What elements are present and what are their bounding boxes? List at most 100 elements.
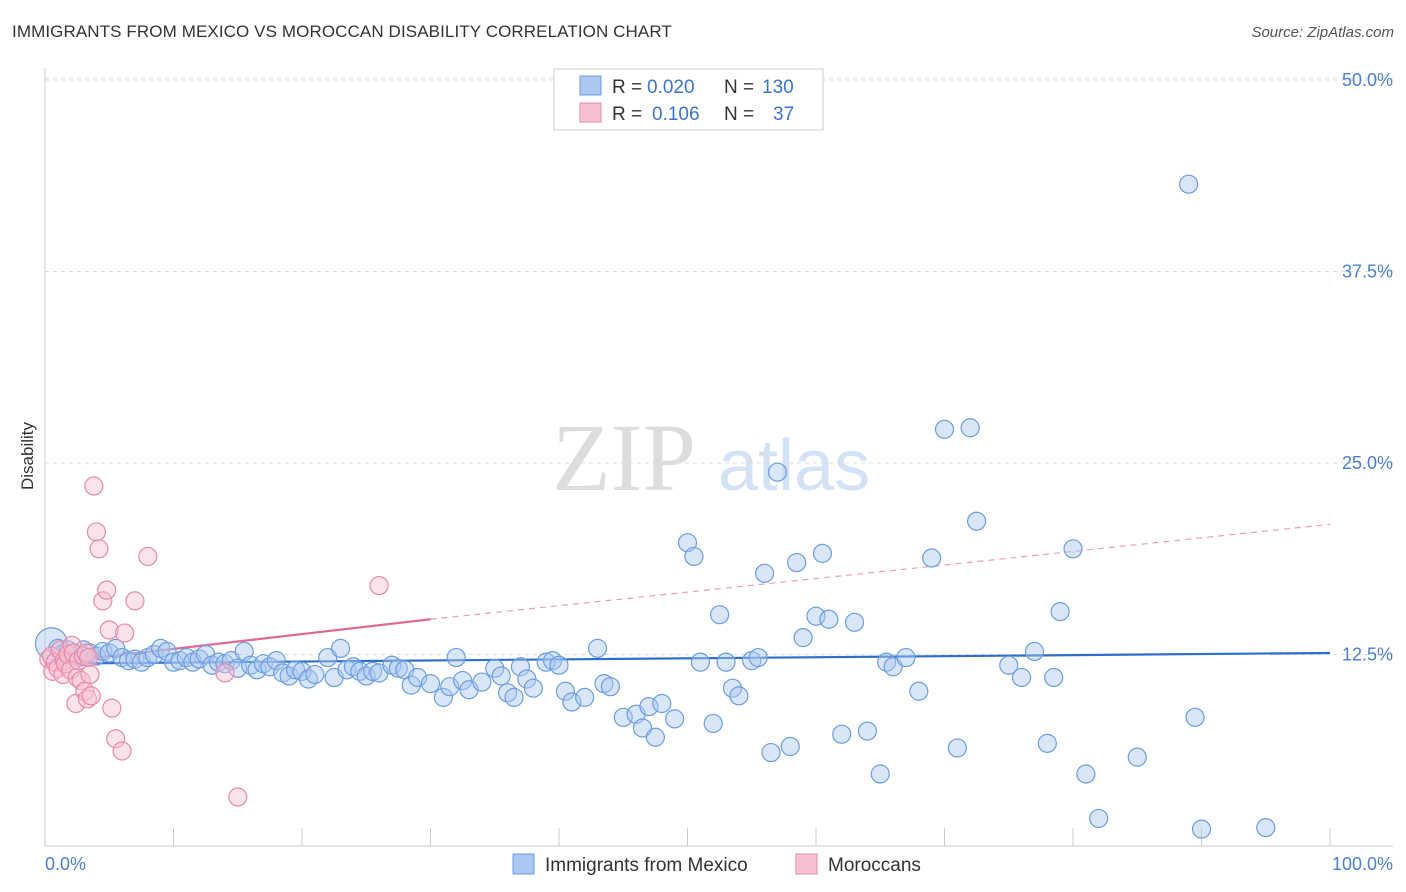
- point-mexico: [812, 543, 833, 563]
- point-mexico: [1191, 819, 1212, 839]
- point-mexico: [754, 563, 775, 583]
- y-axis-title: Disability: [18, 421, 37, 490]
- point-mexico: [645, 727, 665, 747]
- legend-swatch-mexico: [579, 75, 602, 96]
- point-mexico: [305, 664, 325, 685]
- gridlines: [45, 77, 1393, 655]
- point-mexico: [266, 651, 286, 671]
- point-mexico: [587, 638, 608, 658]
- point-mexico: [690, 652, 710, 672]
- point-mexico: [832, 724, 852, 744]
- point-mexico: [433, 687, 453, 707]
- point-mexico: [780, 736, 800, 757]
- legend-box: R = 0.020 N = 130 R = 0.106 N = 37: [553, 68, 824, 131]
- bottom-legend-swatch-moroccans: [795, 853, 818, 875]
- point-moroccans: [99, 620, 119, 640]
- point-mexico: [388, 658, 408, 678]
- point-moroccans: [97, 580, 117, 600]
- point-mexico: [1185, 707, 1205, 727]
- point-moroccans: [112, 741, 132, 761]
- point-mexico: [562, 692, 582, 712]
- point-mexico: [703, 713, 723, 734]
- point-mexico: [722, 678, 743, 698]
- point-mexico: [710, 605, 730, 625]
- point-moroccans: [102, 698, 122, 718]
- point-mexico: [1127, 747, 1147, 767]
- point-mexico: [1024, 641, 1045, 662]
- y-tick-labels: 12.5% 25.0% 37.5% 50.0%: [1342, 70, 1393, 665]
- point-mexico: [600, 677, 621, 697]
- point-moroccans: [138, 546, 158, 567]
- y-tick-label-37.5: 37.5%: [1342, 262, 1393, 282]
- point-mexico: [684, 546, 704, 567]
- point-moroccans: [93, 591, 113, 611]
- trend-line-moroccans-extension: [430, 523, 1331, 620]
- point-mexico: [1050, 602, 1070, 622]
- point-mexico: [960, 418, 980, 438]
- legend-r-value-mexico: 0.020: [647, 77, 695, 98]
- watermark-zip: ZIP: [552, 404, 696, 511]
- point-mexico: [819, 609, 839, 629]
- scatter-points: [34, 174, 1276, 839]
- point-mexico: [1089, 808, 1109, 829]
- point-moroccans: [81, 686, 101, 706]
- point-mexico: [523, 678, 543, 698]
- point-mexico: [504, 687, 524, 707]
- point-mexico: [1044, 667, 1064, 688]
- point-moroccans: [79, 647, 99, 668]
- point-mexico: [665, 709, 685, 729]
- bottom-legend-label-mexico: Immigrants from Mexico: [545, 855, 748, 876]
- point-mexico: [446, 647, 466, 668]
- point-mexico: [1011, 667, 1032, 688]
- y-tick-label-50: 50.0%: [1342, 70, 1393, 90]
- x-axis-ticks: [44, 828, 1331, 846]
- legend-r-label-moroccans: R =: [612, 104, 642, 125]
- x-tick-label-max: 100.0%: [1332, 854, 1393, 874]
- point-mexico: [761, 742, 781, 763]
- point-mexico: [947, 738, 967, 758]
- point-mexico: [472, 672, 492, 692]
- point-mexico: [652, 693, 672, 714]
- point-mexico: [163, 652, 184, 672]
- point-mexico: [363, 661, 383, 681]
- point-mexico: [510, 657, 531, 677]
- legend-n-value-mexico: 130: [762, 77, 794, 98]
- point-mexico: [549, 655, 569, 675]
- point-mexico: [909, 681, 929, 701]
- legend-n-value-moroccans: 37: [773, 104, 794, 125]
- point-moroccans: [215, 663, 235, 683]
- chart-title: IMMIGRANTS FROM MEXICO VS MOROCCAN DISAB…: [12, 22, 672, 41]
- point-mexico: [870, 764, 890, 784]
- point-mexico: [1063, 539, 1083, 559]
- point-moroccans: [84, 476, 104, 496]
- point-moroccans: [86, 522, 107, 542]
- x-tick-label-min: 0.0%: [45, 854, 86, 874]
- point-mexico: [967, 511, 987, 531]
- source-note: Source: ZipAtlas.com: [1251, 24, 1394, 41]
- bottom-legend: Immigrants from Mexico Moroccans: [512, 853, 921, 876]
- y-tick-label-12.5: 12.5%: [1342, 645, 1393, 665]
- legend-r-label-mexico: R =: [612, 77, 642, 98]
- point-moroccans: [106, 729, 126, 749]
- point-mexico: [420, 674, 441, 694]
- point-mexico: [716, 652, 736, 672]
- point-mexico: [729, 686, 749, 706]
- watermark: ZIP atlas: [552, 404, 870, 511]
- point-mexico: [330, 638, 351, 658]
- point-mexico: [934, 419, 955, 439]
- point-moroccans: [80, 664, 100, 685]
- point-mexico: [857, 721, 878, 741]
- point-mexico: [575, 687, 595, 707]
- point-mexico: [922, 548, 942, 568]
- point-mexico: [491, 666, 511, 686]
- point-moroccans: [369, 575, 389, 596]
- point-mexico: [748, 647, 768, 668]
- legend-n-label-mexico: N =: [724, 77, 754, 98]
- point-mexico: [999, 655, 1019, 675]
- legend-r-value-moroccans: 0.106: [652, 104, 700, 125]
- bottom-legend-label-moroccans: Moroccans: [828, 855, 921, 876]
- point-mexico: [485, 658, 505, 678]
- point-mexico: [767, 462, 788, 482]
- point-mexico: [1037, 733, 1057, 753]
